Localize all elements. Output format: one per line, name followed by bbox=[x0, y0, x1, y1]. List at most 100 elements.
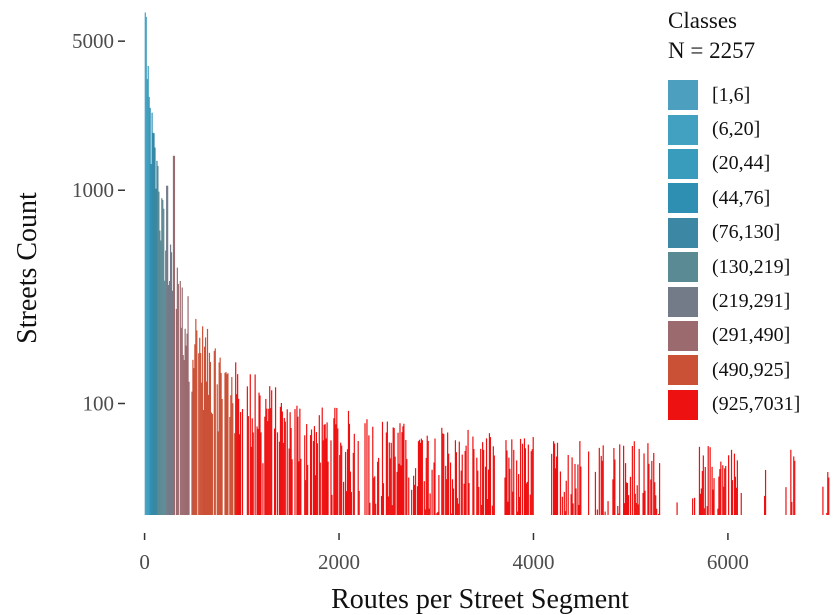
legend-item: (291,490] bbox=[668, 319, 838, 353]
histogram-bar bbox=[151, 112, 153, 516]
histogram-bar bbox=[316, 443, 318, 515]
histogram-bar bbox=[725, 465, 727, 515]
histogram-bar bbox=[256, 426, 258, 515]
histogram-bar bbox=[437, 511, 439, 515]
histogram-bar bbox=[145, 16, 147, 516]
histogram-bar bbox=[553, 443, 556, 515]
histogram-bar bbox=[403, 423, 405, 515]
legend-item: [1,6] bbox=[668, 78, 838, 112]
histogram-bar bbox=[400, 465, 402, 515]
histogram-bar bbox=[249, 374, 251, 515]
histogram-bar bbox=[325, 438, 327, 515]
legend-item: (490,925] bbox=[668, 353, 838, 387]
histogram-bar bbox=[623, 503, 626, 515]
histogram-bar bbox=[692, 498, 694, 515]
histogram-bar bbox=[487, 469, 490, 515]
histogram-bar bbox=[734, 476, 737, 515]
histogram-bar bbox=[265, 398, 267, 515]
histogram-bar bbox=[266, 408, 268, 515]
histogram-bar bbox=[419, 442, 422, 515]
histogram-bar bbox=[154, 147, 156, 515]
histogram-bar bbox=[193, 368, 195, 515]
histogram-bar bbox=[330, 440, 332, 515]
histogram-bar bbox=[166, 185, 168, 515]
histogram-bar bbox=[313, 426, 316, 515]
legend-item: (925,7031] bbox=[668, 388, 838, 422]
legend-label: [1,6] bbox=[712, 83, 751, 106]
histogram-bar bbox=[455, 452, 457, 515]
histogram-bar bbox=[264, 416, 266, 515]
histogram-bar bbox=[518, 496, 521, 515]
histogram-bar bbox=[168, 285, 170, 515]
histogram-bar bbox=[559, 471, 562, 515]
histogram-bar bbox=[349, 471, 352, 515]
histogram-bar bbox=[764, 469, 767, 515]
histogram-bar bbox=[170, 252, 173, 516]
histogram-bar bbox=[728, 455, 730, 515]
histogram-bar bbox=[461, 454, 463, 515]
histogram-bar bbox=[214, 348, 216, 515]
histogram-bar bbox=[194, 344, 196, 515]
histogram-bar bbox=[163, 208, 165, 515]
histogram-bar bbox=[196, 330, 198, 515]
histogram-bar bbox=[364, 423, 366, 515]
histogram-bar bbox=[506, 450, 508, 515]
histogram-bar bbox=[638, 448, 640, 515]
legend-swatch bbox=[668, 355, 698, 386]
histogram-bar bbox=[588, 451, 590, 515]
histogram-bar bbox=[159, 230, 161, 515]
histogram-bar bbox=[179, 280, 181, 515]
x-tick-label: 6000 bbox=[707, 550, 749, 574]
histogram-bar bbox=[366, 419, 368, 515]
histogram-bar bbox=[438, 475, 440, 515]
histogram-bar bbox=[433, 462, 435, 515]
histogram-bar bbox=[451, 479, 454, 515]
histogram-bar bbox=[392, 427, 394, 515]
histogram-bar bbox=[394, 456, 396, 515]
histogram-bar bbox=[468, 483, 470, 515]
histogram-bar bbox=[257, 428, 259, 515]
histogram-bar bbox=[183, 359, 185, 515]
histogram-bar bbox=[213, 351, 215, 515]
histogram-bar bbox=[273, 428, 276, 515]
histogram-bar bbox=[238, 398, 240, 515]
histogram-bar bbox=[191, 391, 193, 515]
histogram-bar bbox=[297, 416, 299, 515]
histogram-bar bbox=[446, 479, 448, 515]
histogram-bar bbox=[411, 489, 413, 515]
histogram-bar bbox=[413, 475, 415, 515]
histogram-bar bbox=[344, 451, 347, 515]
legend-title: Classes bbox=[668, 8, 737, 33]
histogram-bar bbox=[153, 133, 155, 515]
histogram-bar bbox=[216, 384, 218, 515]
histogram-bar bbox=[312, 441, 315, 515]
histogram-bar bbox=[237, 374, 239, 515]
histogram-bar bbox=[693, 497, 696, 515]
histogram-bar bbox=[401, 432, 403, 515]
histogram-bar bbox=[790, 449, 792, 515]
histogram-bar bbox=[442, 433, 444, 515]
histogram-bar bbox=[218, 362, 220, 515]
histogram-bar bbox=[182, 355, 184, 515]
histogram-bar bbox=[445, 465, 447, 515]
histogram-bar bbox=[578, 504, 580, 515]
histogram-bar bbox=[231, 377, 233, 515]
histogram-bar bbox=[346, 449, 349, 515]
histogram-bar bbox=[347, 410, 350, 515]
histogram-bar bbox=[724, 468, 726, 515]
x-axis-title: Routes per Street Segment bbox=[331, 584, 629, 615]
histogram-bar bbox=[336, 407, 338, 515]
histogram-bar bbox=[251, 418, 253, 515]
histogram-bar bbox=[279, 406, 282, 515]
histogram-bar bbox=[208, 352, 211, 515]
histogram-bar bbox=[177, 283, 179, 515]
histogram-bar bbox=[575, 488, 577, 515]
histogram-bar bbox=[152, 132, 154, 515]
histogram-bar bbox=[413, 484, 416, 515]
histogram-bar bbox=[485, 438, 488, 515]
x-tick-label: 2000 bbox=[318, 550, 360, 574]
histogram-bar bbox=[309, 435, 312, 515]
histogram-bar bbox=[235, 362, 237, 515]
histogram-bar bbox=[406, 459, 408, 515]
histogram-bar bbox=[144, 12, 146, 515]
